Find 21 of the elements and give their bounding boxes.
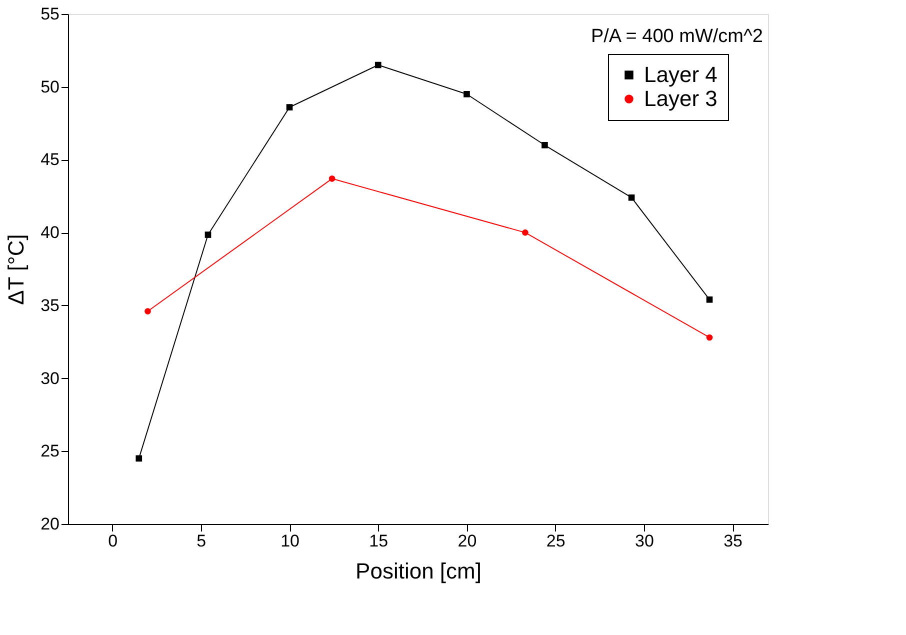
x-tick-label: 10 xyxy=(280,532,300,550)
x-tick-label: 35 xyxy=(724,532,743,550)
x-tick-label: 5 xyxy=(196,532,206,550)
y-axis-title: ΔT [°C] xyxy=(4,234,29,305)
x-tick-label: 30 xyxy=(634,532,654,550)
y-tick-label: 50 xyxy=(40,77,60,96)
legend-label: Layer 4 xyxy=(644,62,718,87)
y-tick-label: 45 xyxy=(40,150,60,170)
x-tick-label: 15 xyxy=(369,532,388,550)
y-tick-label: 25 xyxy=(40,442,60,461)
y-tick-label: 40 xyxy=(40,223,60,242)
x-tick-label: 25 xyxy=(546,532,566,550)
y-tick-label: 30 xyxy=(40,368,60,388)
y-tick-label: 55 xyxy=(40,4,60,24)
x-tick-label: 20 xyxy=(458,532,477,550)
y-tick-label: 35 xyxy=(40,296,60,315)
x-tick-label: 0 xyxy=(108,532,118,550)
annotation: P/A = 400 mW/cm^2 xyxy=(590,26,763,47)
x-axis-title: Position [cm] xyxy=(356,558,482,584)
legend-label: Layer 3 xyxy=(644,86,718,111)
y-tick-label: 20 xyxy=(40,514,60,534)
